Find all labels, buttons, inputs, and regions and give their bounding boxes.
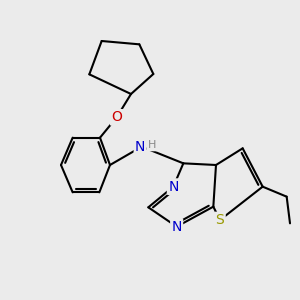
Text: N: N (172, 220, 182, 234)
Text: N: N (168, 180, 178, 194)
Text: O: O (111, 110, 122, 124)
Text: S: S (216, 213, 224, 227)
Text: N: N (135, 140, 146, 154)
Text: H: H (148, 140, 156, 150)
